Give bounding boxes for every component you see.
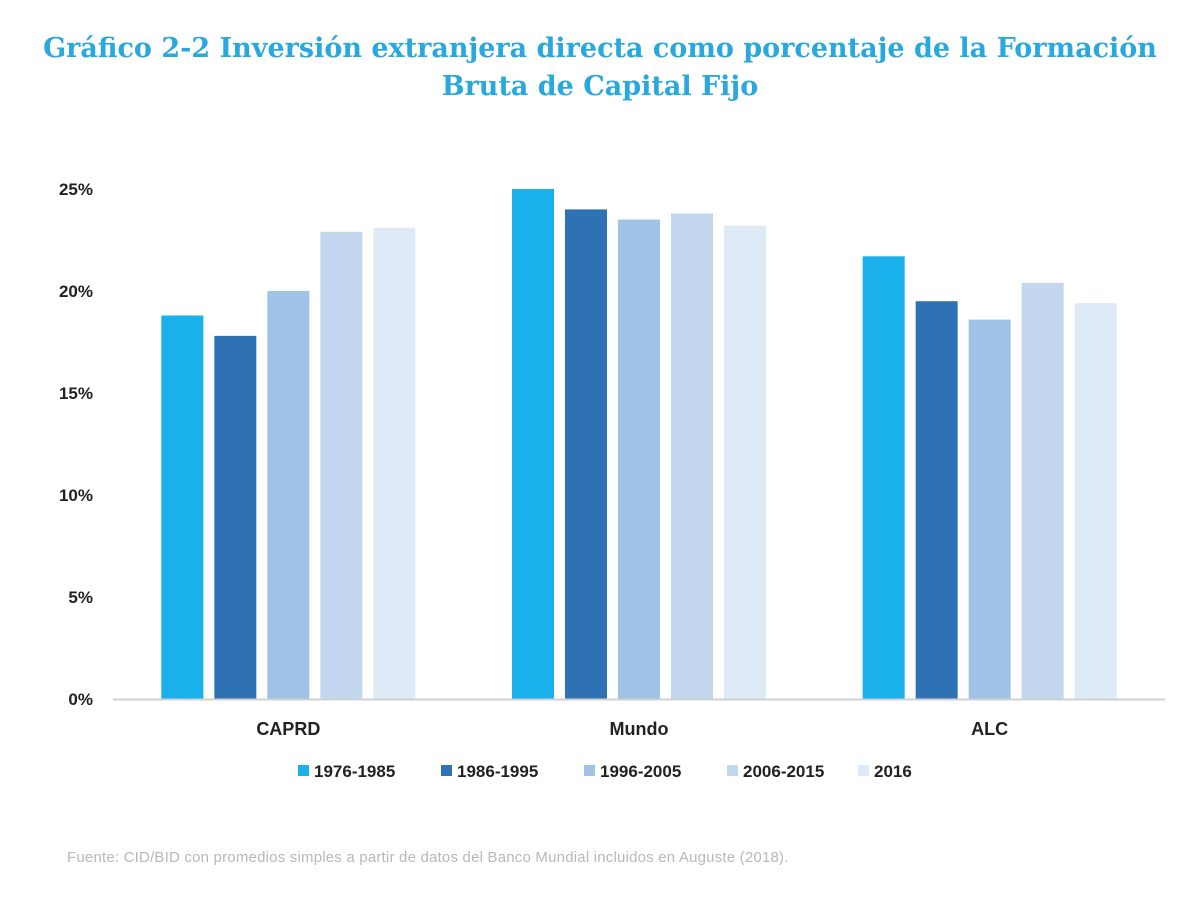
bar-caprd-1986-1995 bbox=[214, 335, 257, 699]
bar-alc-2006-2015 bbox=[1021, 282, 1064, 699]
bar-caprd-2006-2015 bbox=[320, 231, 363, 699]
bar-mundo-2006-2015 bbox=[671, 213, 713, 700]
x-tick-label: CAPRD bbox=[256, 719, 320, 739]
legend-label: 2016 bbox=[874, 762, 912, 781]
bar-mundo-1986-1995 bbox=[565, 209, 607, 699]
bar-mundo-2016 bbox=[724, 225, 766, 699]
y-tick-label: 0% bbox=[68, 690, 93, 709]
legend-label: 1976-1985 bbox=[314, 762, 395, 781]
y-axis: 0% 5% 10% 15% 20% 25% bbox=[59, 180, 93, 709]
chart-title-line-1: Gráfico 2-2 Inversión extranjera directa… bbox=[43, 33, 1157, 64]
y-tick-label: 20% bbox=[59, 282, 93, 301]
bar-mundo-1976-1985 bbox=[512, 189, 554, 699]
legend-swatch bbox=[727, 765, 738, 776]
source-note: Fuente: CID/BID con promedios simples a … bbox=[67, 849, 789, 866]
legend: 1976-1985 1986-1995 1996-2005 2006-2015 2016 bbox=[298, 762, 912, 781]
legend-label: 1986-1995 bbox=[457, 762, 538, 781]
x-tick-label: Mundo bbox=[610, 719, 669, 739]
legend-label: 1996-2005 bbox=[600, 762, 681, 781]
bar-mundo-1996-2005 bbox=[618, 219, 660, 699]
y-tick-label: 10% bbox=[59, 486, 93, 505]
bar-alc-1996-2005 bbox=[968, 319, 1011, 699]
y-tick-label: 5% bbox=[68, 588, 93, 607]
bars-group bbox=[161, 189, 1117, 700]
y-tick-label: 15% bbox=[59, 384, 93, 403]
bar-alc-1976-1985 bbox=[862, 256, 905, 699]
bar-alc-2016 bbox=[1074, 303, 1117, 699]
y-tick-label: 25% bbox=[59, 180, 93, 199]
legend-swatch bbox=[858, 765, 869, 776]
x-axis: CAPRD Mundo ALC bbox=[256, 719, 1008, 739]
bar-caprd-1976-1985 bbox=[161, 315, 204, 699]
legend-label: 2006-2015 bbox=[743, 762, 824, 781]
legend-swatch bbox=[298, 765, 309, 776]
bar-caprd-2016 bbox=[373, 227, 416, 699]
legend-swatch bbox=[441, 765, 452, 776]
x-tick-label: ALC bbox=[971, 719, 1008, 739]
bar-alc-1986-1995 bbox=[915, 301, 958, 699]
bar-caprd-1996-2005 bbox=[267, 291, 310, 699]
legend-swatch bbox=[584, 765, 595, 776]
chart-title-line-2: Bruta de Capital Fijo bbox=[441, 71, 759, 102]
chart-title: Gráfico 2-2 Inversión extranjera directa… bbox=[0, 30, 1200, 106]
